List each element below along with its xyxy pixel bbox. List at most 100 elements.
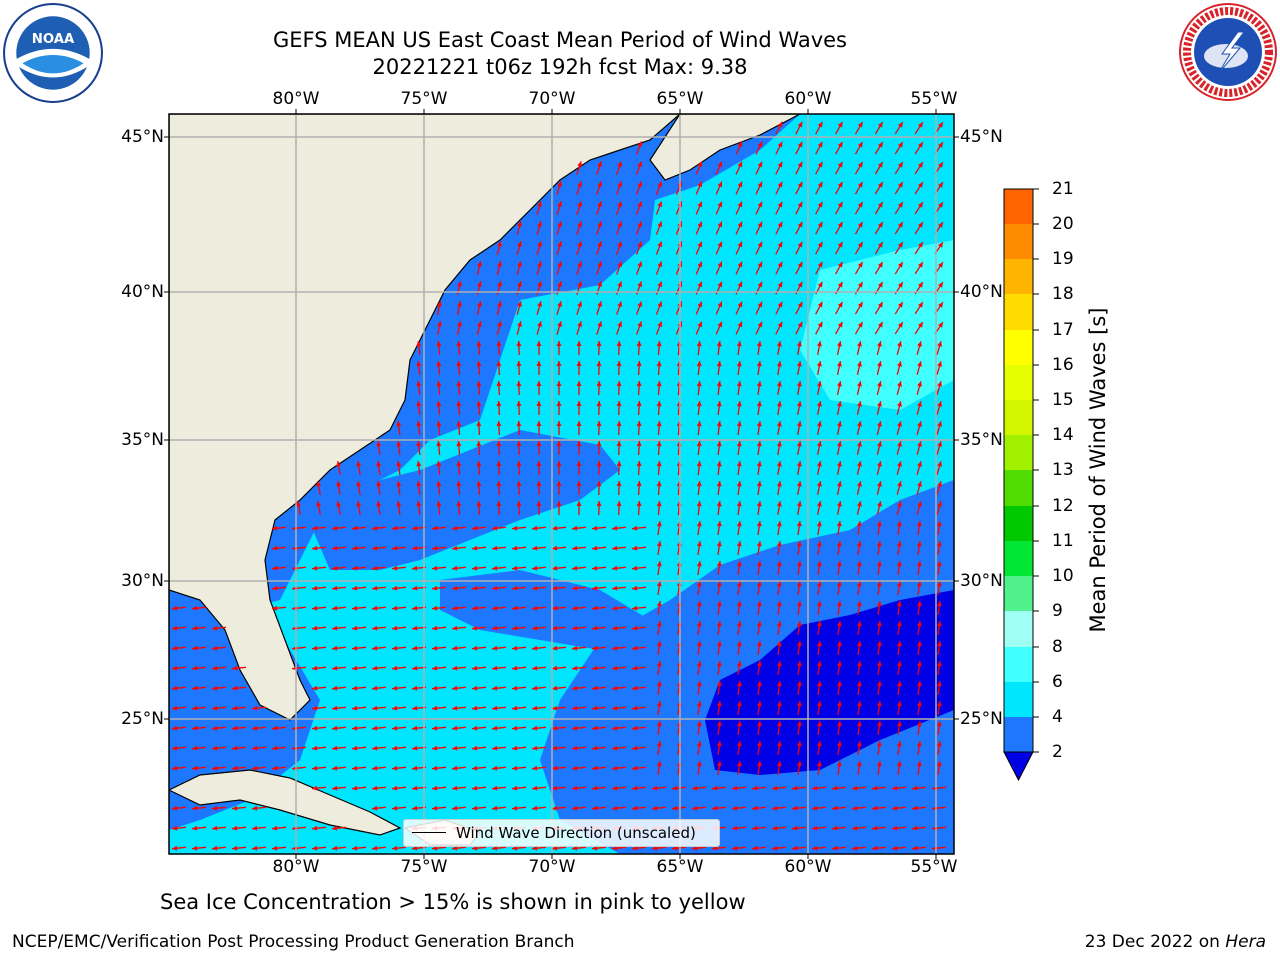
wind-arrow-head [776,381,782,387]
wind-arrow-head [736,601,742,607]
wind-arrow-head [332,825,338,831]
wind-arrow-head [557,261,562,267]
wind-arrow-head [656,501,662,507]
wind-arrow-head [512,645,518,651]
wind-arrow-head [612,665,618,671]
wind-arrow-head [936,581,942,587]
wind-arrow-head [396,501,402,507]
wind-arrow-head [532,625,538,631]
wind-arrow-head [697,301,703,308]
wind-arrow-head [412,645,418,651]
wind-arrow-head [436,381,442,387]
wind-arrow-head [492,625,498,631]
wind-arrow-head [492,665,498,671]
wind-arrow-head [372,745,378,751]
wind-arrow-head [476,381,482,387]
wind-arrow-head [716,601,722,607]
wind-arrow-head [877,481,882,487]
legend-line-swatch [412,832,446,833]
wind-arrow-head [796,541,802,547]
wind-arrow-head [656,441,662,447]
wind-arrow-head [636,461,642,467]
wind-arrow-head [696,561,702,567]
wind-arrow-head [776,621,782,627]
wind-arrow-head [697,321,703,328]
wind-arrow-head [392,725,398,731]
wind-arrow-head [172,825,178,831]
wind-arrow-head [656,741,662,747]
wind-arrow-head [856,701,862,707]
wind-arrow-head [897,401,902,407]
wind-arrow-head [532,525,538,531]
wind-arrow-head [612,605,618,611]
wind-arrow-head [876,721,882,727]
wind-arrow-head [436,461,442,467]
wind-arrow-head [312,765,318,771]
wind-arrow-head [412,765,418,771]
wind-arrow-head [716,641,722,647]
wind-arrow-head [436,401,442,407]
wind-arrow-head [432,805,438,811]
lon-tick-top-65w: 65°W [656,89,704,109]
wind-arrow-head [716,401,722,407]
wind-arrow-head [836,401,842,407]
wind-arrow-head [777,201,783,208]
wind-arrow-head [816,421,822,427]
wind-arrow-head [696,401,702,407]
wind-arrow-head [496,401,502,407]
wind-arrow-head [917,202,923,208]
wind-arrow-head [936,761,942,767]
wind-arrow-head [192,685,198,691]
lon-tick-top-80w: 80°W [272,89,320,109]
wind-arrow-head [917,381,922,387]
wind-arrow-head [617,221,623,227]
wind-arrow-head [532,785,538,791]
wind-arrow-head [652,805,658,811]
wind-arrow-head [496,361,502,367]
wind-arrow-head [516,481,522,487]
wind-arrow-head [372,805,378,811]
wind-arrow-head [616,421,622,427]
colorbar [1003,188,1039,782]
wind-arrow-head [877,262,883,268]
colorbar-band [1004,611,1033,647]
wind-arrow-head [432,765,438,771]
wind-arrow-head [877,202,883,208]
wind-arrow-head [532,745,538,751]
wind-arrow-head [736,521,742,527]
wind-arrow-head [497,281,502,287]
wind-arrow-head [312,645,318,651]
wind-arrow-head [776,341,782,347]
wind-arrow-head [857,461,862,467]
wind-arrow-head [938,142,943,148]
wind-arrow-head [416,401,422,407]
wind-arrow-head [916,701,922,707]
wind-arrow-head [332,545,338,551]
wind-arrow-head [456,461,462,467]
wind-arrow-head [452,685,458,691]
wind-arrow-head [632,645,638,651]
wind-arrow-head [912,805,918,811]
wind-arrow-head [856,521,862,527]
wind-arrow-head [816,361,822,367]
wind-arrow-head [737,221,743,228]
wind-arrow-head [697,201,703,208]
wind-arrow-head [532,705,538,711]
wind-arrow-head [897,361,902,367]
wind-arrow-head [917,302,923,308]
colorbar-extend-arrow [1003,751,1034,782]
wind-arrow-head [797,141,803,148]
wind-arrow-head [836,441,842,447]
wind-arrow-head [312,685,318,691]
wind-arrow-head [896,761,902,767]
wind-arrow-head [172,605,178,611]
wind-arrow-head [472,605,478,611]
wind-arrow-head [836,641,842,647]
wind-arrow-head [936,601,942,607]
lon-tick-bottom-65w: 65°W [656,857,704,877]
wind-arrow-head [532,665,538,671]
wind-arrow-head [777,221,783,228]
wind-arrow-head [412,725,418,731]
wind-arrow-head [897,501,902,507]
colorbar-tick-10: 10 [1052,566,1074,586]
